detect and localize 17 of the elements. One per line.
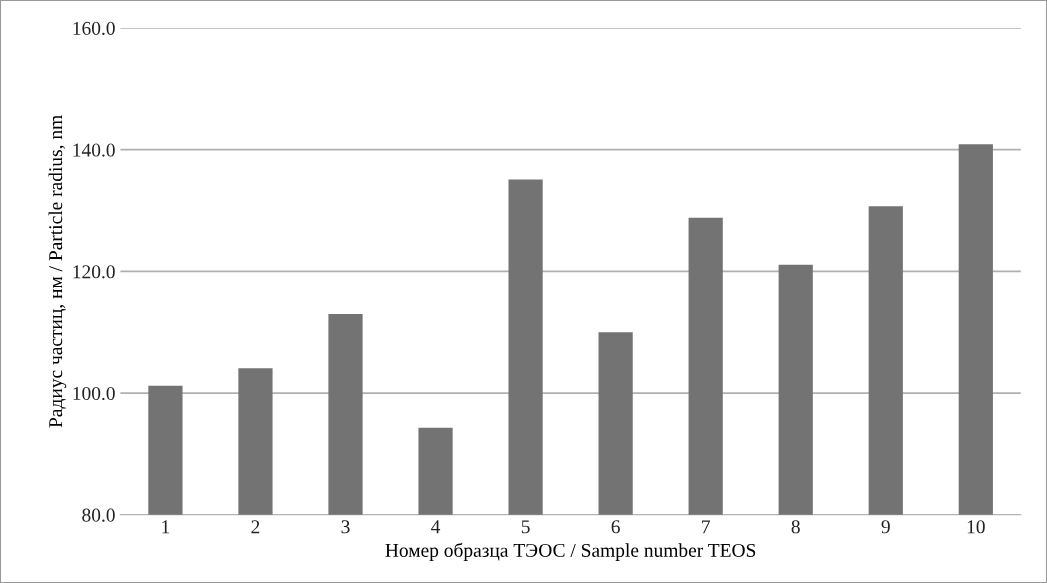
x-tick-label: 2	[251, 520, 260, 534]
y-axis-title: Радиус частиц, нм / Particle radius, nm	[48, 115, 67, 428]
x-axis-title: Номер образца ТЭОС / Sample number TEOS	[385, 542, 756, 561]
x-tick-label: 7	[702, 520, 710, 534]
x-tick-label: 3	[341, 520, 350, 534]
y-tick-label: 160.0	[73, 21, 115, 36]
y-tick-label: 80.0	[82, 508, 115, 522]
x-tick-label: 6	[611, 520, 620, 534]
x-tick-label: 5	[521, 520, 530, 534]
x-tick-label: 8	[791, 520, 800, 534]
x-tick-label: 4	[431, 520, 441, 534]
x-tick-label: 1	[162, 520, 170, 534]
y-tick-label: 100.0	[73, 386, 115, 401]
x-tick-label: 10	[967, 520, 985, 534]
y-tick-label: 120.0	[73, 265, 115, 279]
x-tick-label: 9	[881, 520, 890, 534]
y-tick-label: 140.0	[73, 143, 115, 157]
